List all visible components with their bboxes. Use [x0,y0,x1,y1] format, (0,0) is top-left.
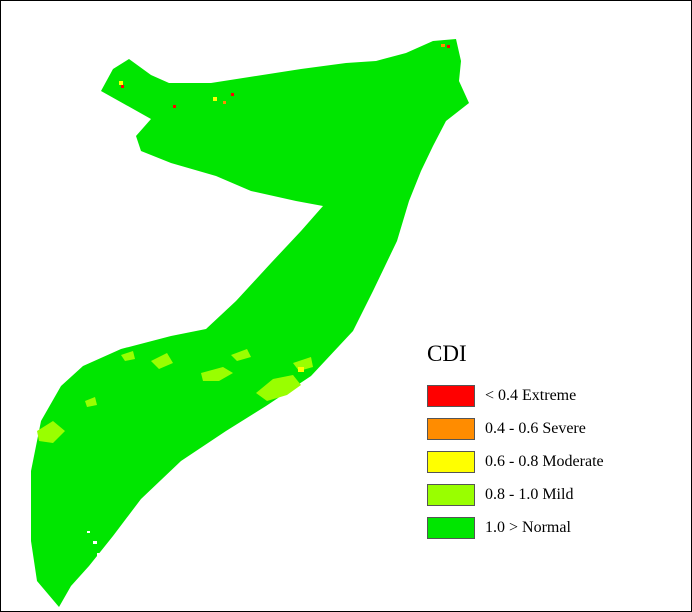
severe-patch [223,101,226,104]
nodata-speckles [87,531,100,556]
somalia-region-normal [31,39,469,607]
extreme-patch [173,105,176,108]
mild-patch [121,351,135,361]
severe-patch [441,44,445,47]
map-legend: CDI < 0.4 Extreme 0.4 - 0.6 Severe 0.6 -… [427,339,667,544]
moderate-patch [119,81,123,85]
mild-patch [256,375,301,401]
moderate-drought-patches [119,81,304,372]
legend-row-severe: 0.4 - 0.6 Severe [427,412,667,445]
extreme-drought-patches [121,45,450,108]
legend-label: 1.0 > Normal [485,518,571,536]
legend-label: 0.6 - 0.8 Moderate [485,452,604,470]
legend-swatch [427,516,475,539]
legend-swatch [427,384,475,407]
mild-patch [37,421,65,443]
mild-drought-patches [37,349,313,443]
extreme-patch [121,85,124,88]
mild-patch [151,353,173,369]
legend-label: < 0.4 Extreme [485,386,577,404]
nodata-speck [93,541,97,544]
legend-row-extreme: < 0.4 Extreme [427,379,667,412]
nodata-speck [97,553,100,556]
legend-row-mild: 0.8 - 1.0 Mild [427,478,667,511]
legend-label: 0.8 - 1.0 Mild [485,485,574,503]
nodata-speck [87,531,90,533]
legend-swatch [427,417,475,440]
mild-patch [201,367,233,381]
moderate-patch [298,367,304,372]
extreme-patch [447,45,450,48]
moderate-patch [213,97,217,101]
legend-label: 0.4 - 0.6 Severe [485,419,586,437]
legend-swatch [427,483,475,506]
legend-swatch [427,450,475,473]
legend-row-normal: 1.0 > Normal [427,511,667,544]
mild-patch [85,397,97,407]
mild-patch [231,349,251,361]
legend-title: CDI [427,341,467,366]
severe-drought-patches [223,44,445,104]
legend-row-moderate: 0.6 - 0.8 Moderate [427,445,667,478]
extreme-patch [231,93,234,96]
